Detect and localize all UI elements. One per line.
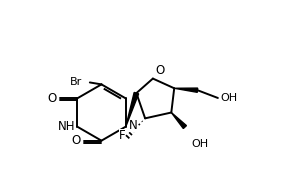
Text: N: N	[129, 119, 137, 132]
Text: O: O	[47, 92, 56, 105]
Text: Br: Br	[70, 77, 82, 87]
Text: OH: OH	[220, 93, 237, 103]
Text: F: F	[119, 129, 125, 142]
Text: O: O	[71, 134, 80, 147]
Text: O: O	[155, 64, 164, 77]
Polygon shape	[171, 113, 187, 129]
Text: OH: OH	[192, 139, 209, 149]
Polygon shape	[174, 88, 198, 92]
Text: NH: NH	[58, 120, 75, 133]
Polygon shape	[126, 92, 139, 127]
